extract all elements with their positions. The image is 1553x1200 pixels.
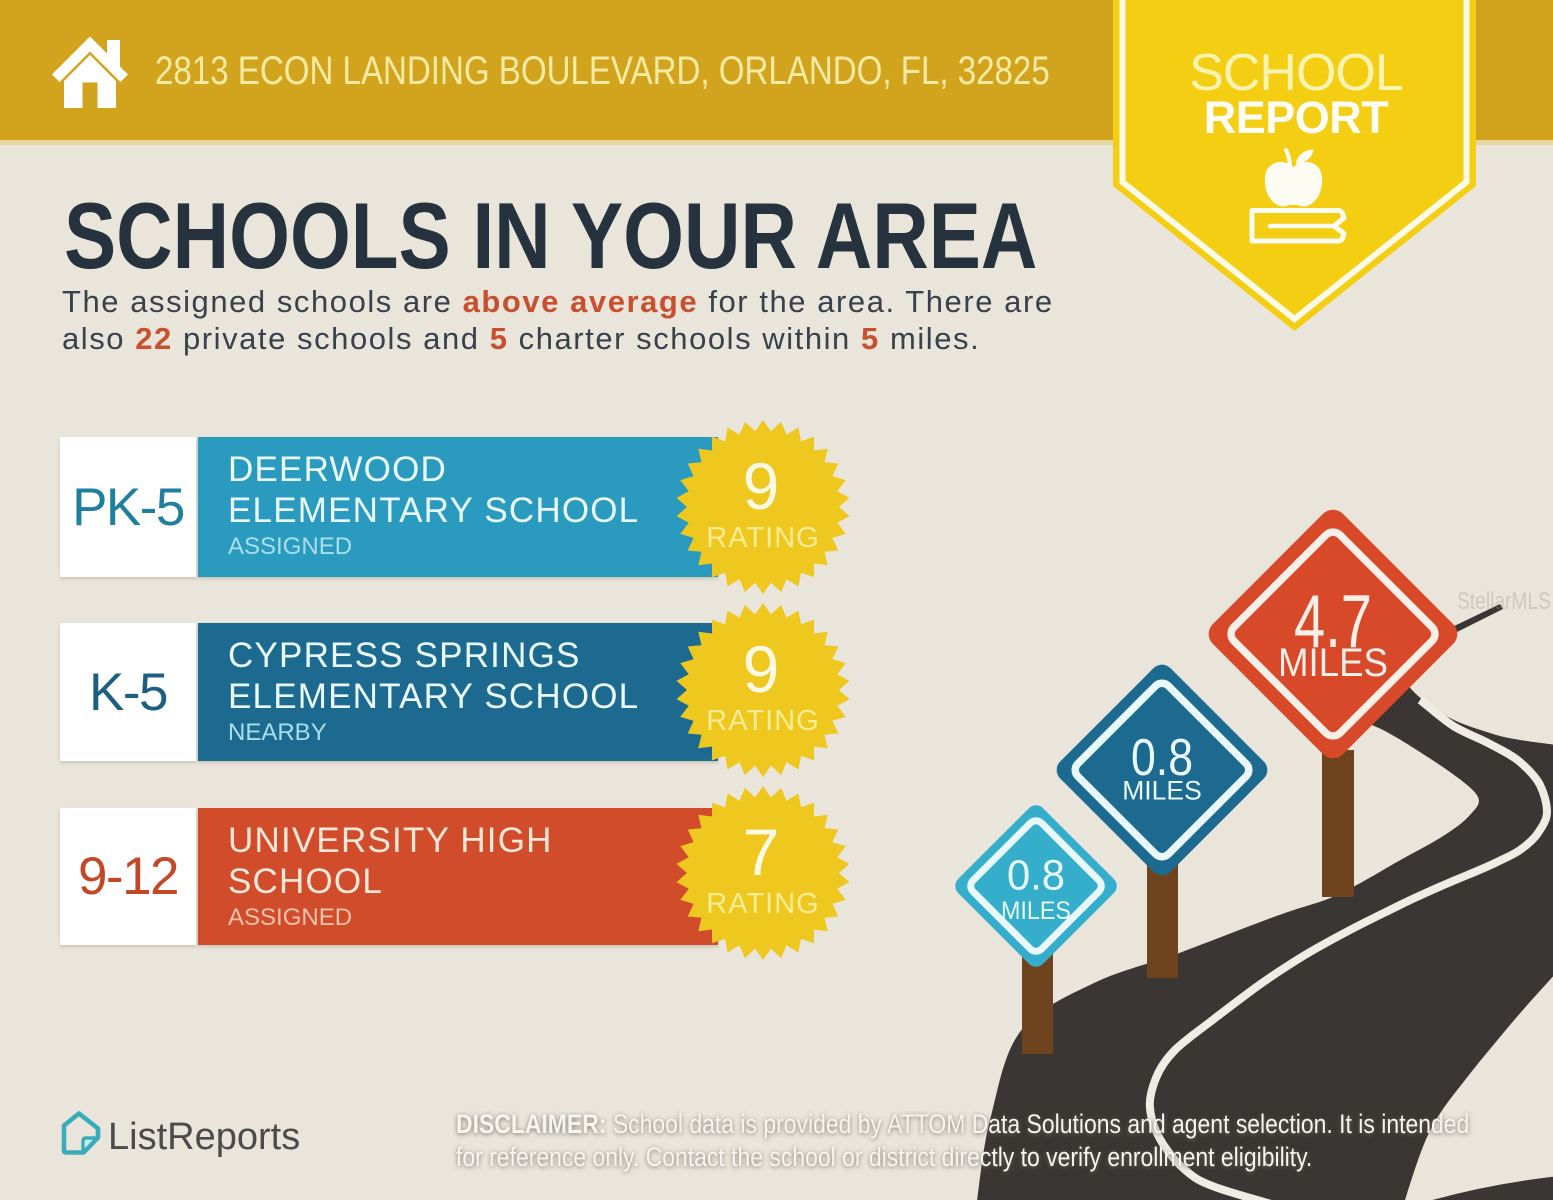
svg-text:MILES: MILES xyxy=(1278,641,1388,685)
svg-text:9: 9 xyxy=(743,632,780,706)
svg-text:RATING: RATING xyxy=(706,522,819,554)
svg-text:RATING: RATING xyxy=(706,705,819,737)
svg-text:0.8: 0.8 xyxy=(1007,852,1065,900)
svg-text:MILES: MILES xyxy=(1122,776,1202,806)
svg-text:4.7: 4.7 xyxy=(1294,579,1372,663)
svg-text:REPORT: REPORT xyxy=(1204,92,1389,143)
svg-text:RATING: RATING xyxy=(706,888,819,920)
svg-text:MILES: MILES xyxy=(1001,897,1071,925)
svg-text:SCHOOL: SCHOOL xyxy=(1189,44,1403,102)
svg-text:7: 7 xyxy=(743,815,780,889)
svg-text:0.8: 0.8 xyxy=(1131,729,1193,787)
svg-text:9: 9 xyxy=(743,449,780,523)
